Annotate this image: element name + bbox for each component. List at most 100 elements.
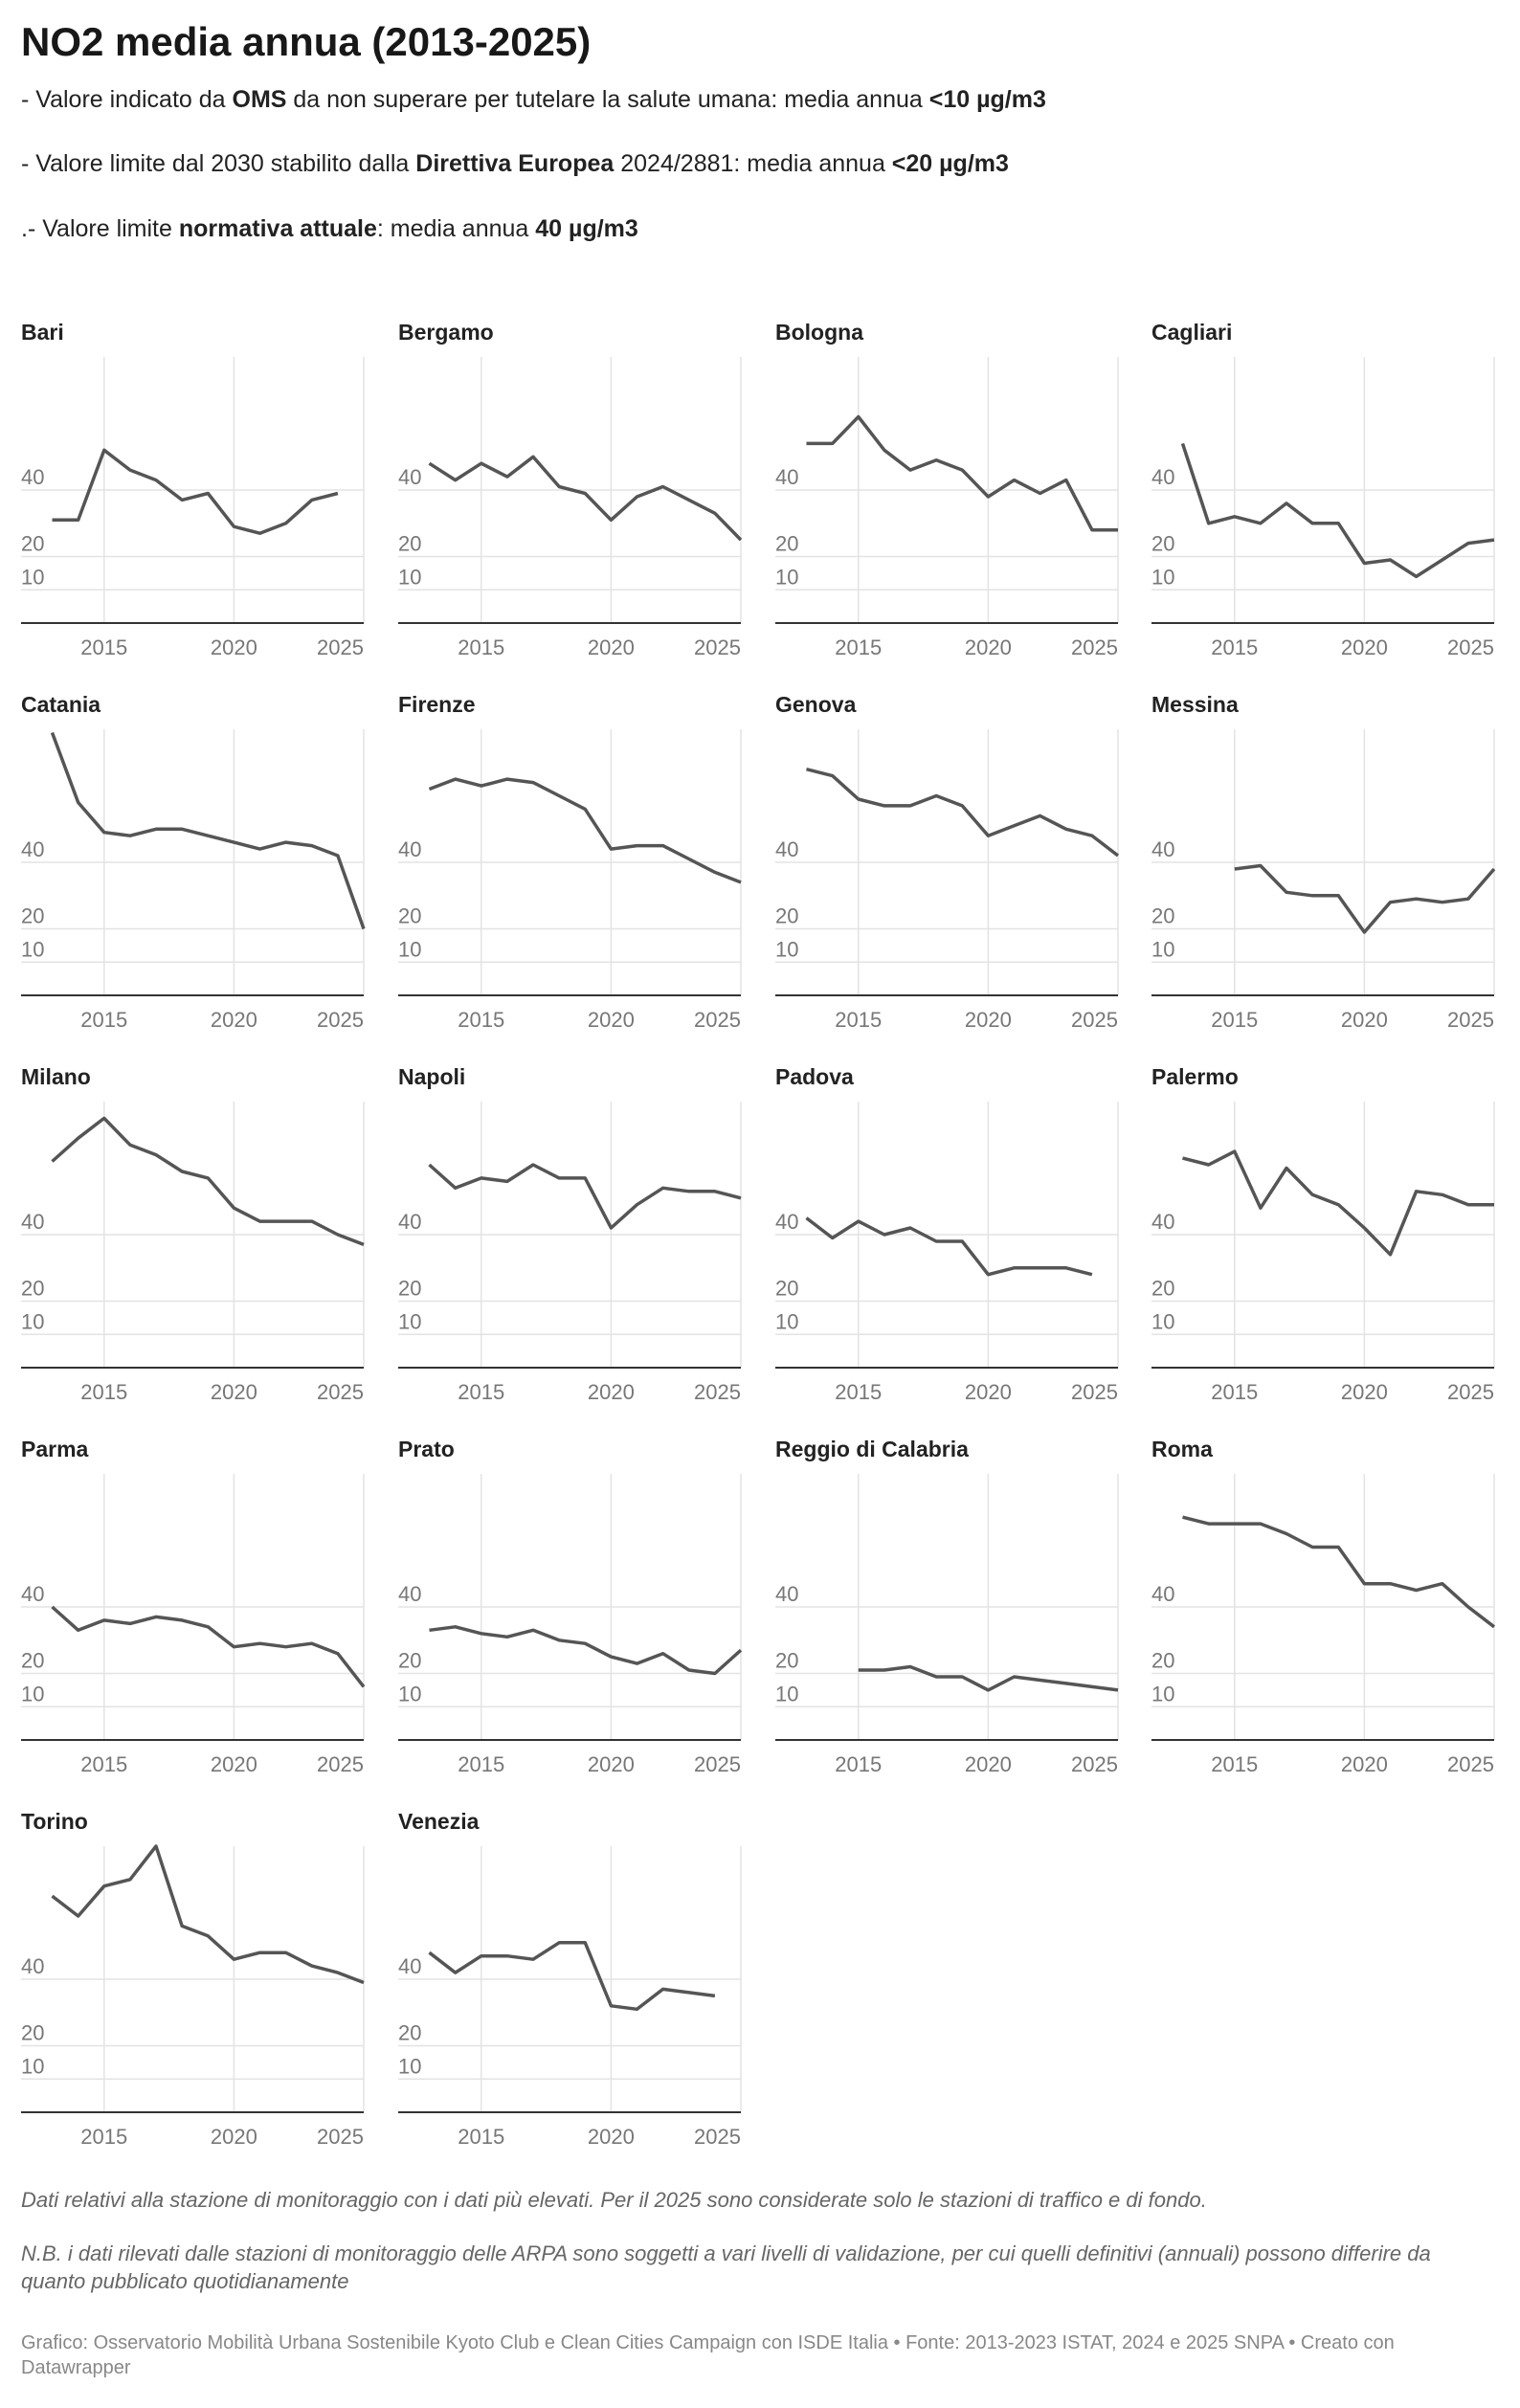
y-tick-label: 20 bbox=[775, 904, 798, 928]
panel-title: Genova bbox=[775, 692, 857, 717]
y-tick-label: 20 bbox=[21, 2021, 44, 2045]
y-tick-label: 40 bbox=[21, 1582, 44, 1606]
data-line bbox=[429, 1625, 743, 1676]
panel: Palermo 2015 2020 2025 10 20 40 bbox=[1151, 1064, 1495, 1404]
x-tick-label: 2020 bbox=[965, 1008, 1012, 1032]
description-line: .- Valore limite normativa attuale: medi… bbox=[21, 215, 638, 243]
panel: Milano 2015 2020 2025 10 20 40 bbox=[21, 1064, 365, 1404]
y-tick-label: 40 bbox=[21, 1210, 44, 1234]
y-tick-label: 20 bbox=[21, 1649, 44, 1673]
x-tick-label: 2015 bbox=[1211, 1008, 1258, 1032]
x-tick-label: 2025 bbox=[1071, 1752, 1118, 1776]
panel: Bari 2015 2020 2025 10 20 40 bbox=[21, 320, 365, 659]
data-line bbox=[51, 1605, 366, 1688]
y-tick-label: 20 bbox=[398, 904, 421, 928]
y-tick-label: 10 bbox=[775, 565, 798, 589]
y-tick-label: 40 bbox=[21, 837, 44, 861]
panel: Padova 2015 2020 2025 10 20 40 bbox=[775, 1064, 1119, 1404]
description-text: <20 µg/m3 bbox=[891, 150, 1009, 177]
panel: Catania 2015 2020 2025 10 20 40 bbox=[21, 692, 366, 1032]
y-tick-label: 20 bbox=[398, 532, 421, 556]
y-tick-label: 40 bbox=[775, 1582, 798, 1606]
panel: Firenze 2015 2020 2025 10 20 40 bbox=[398, 692, 742, 1032]
x-tick-label: 2015 bbox=[458, 1008, 504, 1032]
description-text: - Valore indicato da bbox=[21, 86, 233, 113]
x-tick-label: 2025 bbox=[317, 1008, 364, 1032]
description-text: da non superare per tutelare la salute u… bbox=[286, 86, 929, 113]
x-tick-label: 2015 bbox=[80, 635, 127, 659]
x-tick-label: 2020 bbox=[1341, 1008, 1388, 1032]
page-title: NO2 media annua (2013-2025) bbox=[21, 19, 592, 64]
y-tick-label: 10 bbox=[775, 937, 798, 961]
y-tick-label: 20 bbox=[1151, 904, 1174, 928]
y-tick-label: 20 bbox=[1151, 1277, 1174, 1301]
y-tick-label: 40 bbox=[775, 837, 798, 861]
y-tick-label: 20 bbox=[21, 904, 44, 928]
x-tick-label: 2025 bbox=[317, 1380, 364, 1404]
description-text: OMS bbox=[232, 86, 287, 113]
description-text: .- Valore limite bbox=[21, 215, 179, 242]
x-tick-label: 2025 bbox=[694, 635, 741, 659]
y-tick-label: 10 bbox=[398, 565, 421, 589]
panel: Prato 2015 2020 2025 10 20 40 bbox=[398, 1437, 743, 1776]
x-tick-label: 2015 bbox=[458, 635, 504, 659]
x-tick-label: 2025 bbox=[1071, 635, 1118, 659]
y-tick-label: 10 bbox=[21, 2054, 44, 2078]
y-tick-label: 10 bbox=[775, 1682, 798, 1706]
description-text: - Valore limite dal 2030 stabilito dalla bbox=[21, 150, 416, 177]
panel-title: Parma bbox=[21, 1437, 89, 1461]
x-tick-label: 2020 bbox=[211, 635, 257, 659]
description-text: 2024/2881: media annua bbox=[614, 150, 892, 177]
x-tick-label: 2020 bbox=[965, 1380, 1012, 1404]
x-tick-label: 2025 bbox=[1071, 1380, 1118, 1404]
panel: Torino 2015 2020 2025 10 20 40 bbox=[21, 1809, 365, 2149]
data-line bbox=[806, 414, 1118, 532]
x-tick-label: 2025 bbox=[694, 2125, 741, 2149]
panel: Bologna 2015 2020 2025 10 20 40 bbox=[775, 320, 1119, 659]
x-tick-label: 2025 bbox=[1071, 1008, 1118, 1032]
y-tick-label: 40 bbox=[775, 465, 798, 489]
x-tick-label: 2020 bbox=[588, 1008, 635, 1032]
data-line bbox=[1182, 1515, 1496, 1629]
panel-title: Bari bbox=[21, 320, 64, 345]
x-tick-label: 2020 bbox=[588, 1380, 635, 1404]
x-tick-label: 2015 bbox=[458, 2125, 504, 2149]
panel-title: Catania bbox=[21, 692, 101, 717]
x-tick-label: 2020 bbox=[1341, 1752, 1388, 1776]
data-line bbox=[858, 1664, 1119, 1692]
x-tick-label: 2015 bbox=[80, 1752, 127, 1776]
panel: Roma 2015 2020 2025 10 20 40 bbox=[1151, 1437, 1496, 1776]
panel: Genova 2015 2020 2025 10 20 40 bbox=[775, 692, 1120, 1032]
y-tick-label: 10 bbox=[21, 1682, 44, 1706]
panel: Reggio di Calabria 2015 2020 2025 10 20 40 bbox=[775, 1437, 1119, 1776]
x-tick-label: 2015 bbox=[80, 1008, 127, 1032]
x-tick-label: 2020 bbox=[1341, 635, 1388, 659]
x-tick-label: 2015 bbox=[458, 1380, 504, 1404]
panel: Parma 2015 2020 2025 10 20 40 bbox=[21, 1437, 366, 1776]
panel: Messina 2015 2020 2025 10 20 40 bbox=[1151, 692, 1496, 1032]
y-tick-label: 20 bbox=[775, 532, 798, 556]
x-tick-label: 2015 bbox=[835, 1008, 882, 1032]
y-tick-label: 40 bbox=[398, 1210, 421, 1234]
y-tick-label: 10 bbox=[775, 1309, 798, 1333]
x-tick-label: 2020 bbox=[211, 1752, 257, 1776]
x-tick-label: 2015 bbox=[835, 635, 882, 659]
description-text: normativa attuale bbox=[178, 215, 377, 242]
panel-title: Prato bbox=[398, 1437, 455, 1461]
panel-title: Milano bbox=[21, 1064, 91, 1089]
description-line: - Valore limite dal 2030 stabilito dalla… bbox=[21, 150, 1009, 178]
y-tick-label: 20 bbox=[21, 1277, 44, 1301]
x-tick-label: 2025 bbox=[1447, 1008, 1494, 1032]
x-tick-label: 2025 bbox=[317, 635, 364, 659]
panel: Cagliari 2015 2020 2025 10 20 40 bbox=[1151, 320, 1495, 659]
y-tick-label: 10 bbox=[1151, 1309, 1174, 1333]
x-tick-label: 2020 bbox=[211, 1008, 257, 1032]
description-text: <10 µg/m3 bbox=[928, 86, 1046, 113]
y-tick-label: 20 bbox=[398, 2021, 421, 2045]
y-tick-label: 10 bbox=[1151, 1682, 1174, 1706]
data-line bbox=[805, 1216, 1093, 1277]
x-tick-label: 2020 bbox=[965, 635, 1012, 659]
footnote: Dati relativi alla stazione di monitorag… bbox=[21, 2188, 1207, 2212]
x-tick-label: 2025 bbox=[694, 1380, 741, 1404]
